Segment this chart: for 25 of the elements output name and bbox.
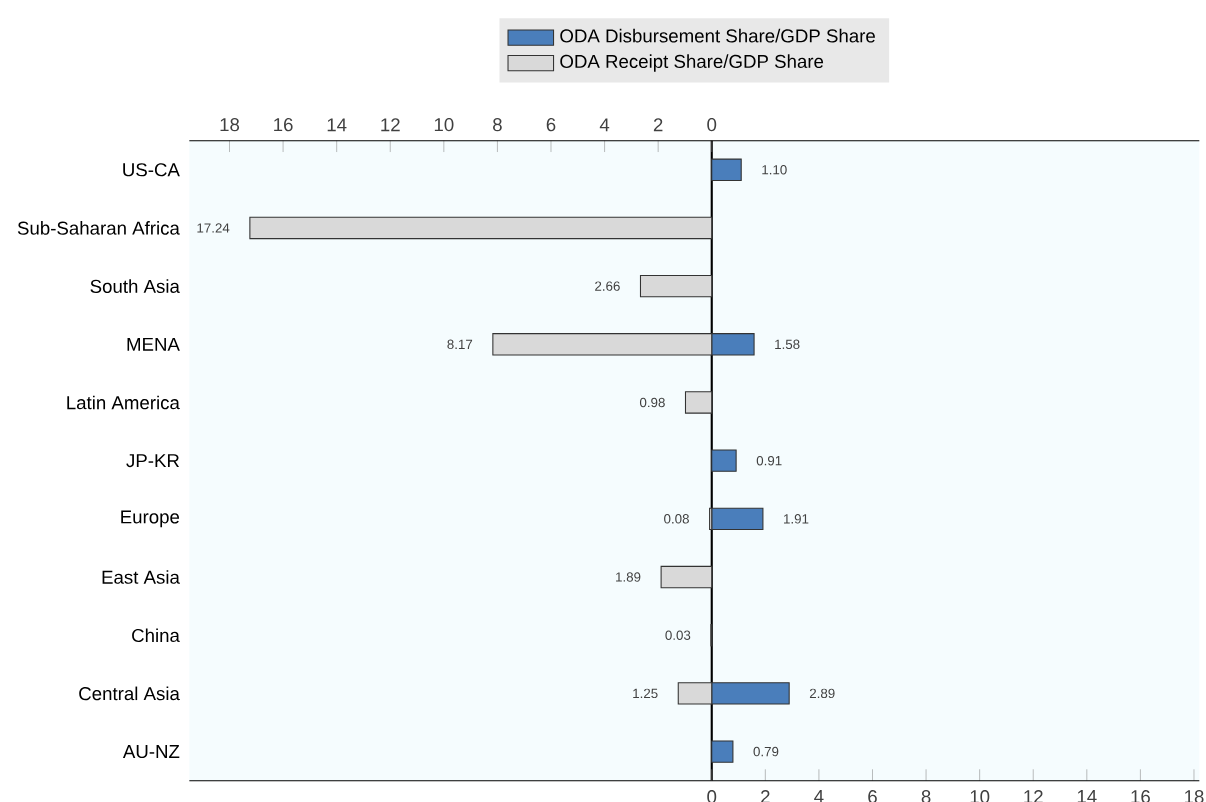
x2-tick-label: 8	[493, 118, 502, 132]
y-tick-label: East Asia	[102, 570, 180, 584]
x-tick-label: 4	[814, 790, 824, 802]
y-tick-label: China	[132, 628, 180, 643]
x2-tick-label: 10	[434, 118, 454, 132]
y-tick-label: JP-KR	[126, 454, 180, 468]
x2-tick-label: 12	[381, 118, 400, 132]
x2-tick-label: 14	[327, 118, 347, 132]
y-tick-label: Europe	[121, 510, 180, 528]
x2-tick-label: 6	[546, 118, 556, 132]
x-tick-label: 14	[1077, 790, 1097, 802]
legend-label: ODA Receipt Share/GDP Share	[560, 54, 824, 72]
y-tick-label: US-CA	[123, 163, 180, 177]
y-tick-label: Sub-Saharan Africa	[17, 221, 180, 235]
y-tick-label: South Asia	[90, 279, 180, 293]
x2-tick-label: 2	[653, 118, 663, 132]
y-tick-label: Central Asia	[79, 686, 180, 701]
legend-label: ODA Disbursement Share/GDP Share	[560, 28, 875, 43]
y-tick-label: MENA	[127, 337, 180, 351]
y-tick-label: Latin America	[67, 395, 180, 410]
x2-tick-label: 4	[599, 118, 610, 132]
x2-tick-label: 0	[707, 118, 717, 132]
x2-tick-label: 18	[220, 118, 240, 132]
y-tick-label: AU-NZ	[122, 745, 180, 759]
x2-tick-label: 16	[274, 118, 293, 132]
